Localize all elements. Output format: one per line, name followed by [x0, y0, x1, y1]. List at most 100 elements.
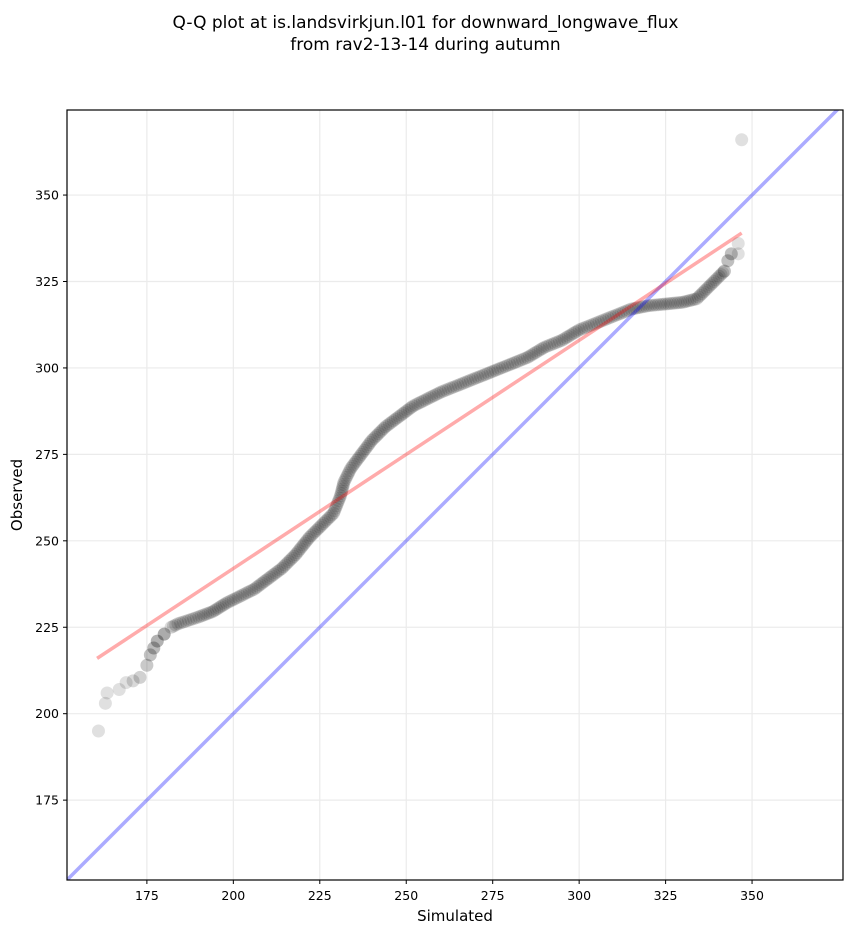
data-point: [687, 292, 701, 306]
data-point: [449, 379, 463, 393]
data-point: [316, 517, 330, 531]
data-point: [735, 133, 749, 147]
x-tick-label: 350: [740, 888, 764, 903]
data-point: [491, 362, 505, 376]
data-point: [179, 614, 193, 628]
data-point: [644, 298, 658, 312]
data-point: [408, 398, 422, 412]
data-point: [607, 309, 621, 323]
data-point: [313, 520, 327, 534]
data-point: [184, 612, 198, 626]
data-point: [446, 380, 460, 394]
data-point: [510, 355, 524, 369]
data-point: [545, 337, 559, 351]
data-point: [344, 461, 358, 475]
data-point: [700, 281, 714, 295]
data-point: [434, 385, 448, 399]
data-point: [649, 298, 663, 312]
data-point: [222, 595, 236, 609]
y-axis-ticks: 175 200 225 250 275 300 325 350: [35, 188, 67, 808]
x-tick-label: 250: [394, 888, 418, 903]
data-point: [651, 298, 665, 312]
data-point: [617, 305, 631, 319]
x-tick-label: 300: [567, 888, 591, 903]
data-point: [388, 412, 402, 426]
data-point: [328, 504, 342, 518]
data-point: [176, 615, 190, 629]
x-axis-label: Simulated: [417, 907, 493, 925]
data-point: [354, 447, 368, 461]
x-tick-label: 200: [221, 888, 245, 903]
data-point: [293, 542, 307, 556]
data-point: [378, 420, 392, 434]
data-point: [582, 319, 596, 333]
data-point: [427, 389, 441, 403]
data-point: [398, 405, 412, 419]
data-point: [592, 315, 606, 329]
data-point: [296, 538, 310, 552]
data-point: [488, 363, 502, 377]
data-point: [709, 273, 723, 287]
data-point: [375, 423, 389, 437]
data-point: [336, 477, 350, 491]
data-point: [661, 297, 675, 311]
chart-subtitle: from rav2-13-14 during autumn: [290, 35, 560, 55]
data-point: [712, 269, 726, 283]
data-point: [325, 508, 339, 522]
data-point: [697, 285, 711, 299]
data-point: [612, 307, 626, 321]
data-point: [609, 308, 623, 322]
data-point: [721, 254, 735, 268]
data-point: [671, 296, 685, 310]
data-point: [418, 393, 432, 407]
data-point: [329, 501, 343, 515]
data-point: [295, 540, 309, 554]
data-point: [413, 396, 427, 410]
data-point: [187, 612, 201, 626]
data-point: [98, 696, 112, 710]
data-point: [289, 548, 303, 562]
data-point: [336, 480, 350, 494]
data-point: [140, 658, 154, 672]
x-tick-label: 225: [308, 888, 332, 903]
data-point: [247, 582, 261, 596]
data-point: [299, 534, 313, 548]
data-point: [461, 374, 475, 388]
data-point: [394, 408, 408, 422]
data-point: [269, 566, 283, 580]
data-point: [518, 352, 532, 366]
x-tick-label: 175: [135, 888, 159, 903]
data-point: [261, 572, 275, 586]
data-point: [210, 602, 224, 616]
data-point: [683, 294, 697, 308]
data-point: [400, 403, 414, 417]
data-point: [714, 268, 728, 282]
y-tick-label: 250: [35, 533, 59, 548]
data-point: [641, 299, 655, 313]
one-to-one-line: [67, 110, 840, 880]
data-point: [659, 297, 673, 311]
x-tick-label: 325: [654, 888, 678, 903]
data-point: [275, 561, 289, 575]
data-point: [169, 618, 183, 632]
data-point: [520, 351, 534, 365]
data-points: [67, 110, 840, 880]
data-point: [557, 332, 571, 346]
data-point: [508, 356, 522, 370]
data-point: [456, 376, 470, 390]
data-point: [290, 546, 304, 560]
data-point: [550, 335, 564, 349]
data-point: [505, 356, 519, 370]
data-point: [278, 558, 292, 572]
data-point: [501, 358, 515, 372]
data-point: [580, 320, 594, 334]
data-point: [468, 371, 482, 385]
data-point: [396, 406, 410, 420]
data-point: [392, 409, 406, 423]
data-point: [174, 616, 188, 630]
data-point: [350, 453, 364, 467]
data-point: [212, 601, 226, 615]
data-point: [233, 589, 247, 603]
data-point: [493, 361, 507, 375]
data-point: [384, 415, 398, 429]
